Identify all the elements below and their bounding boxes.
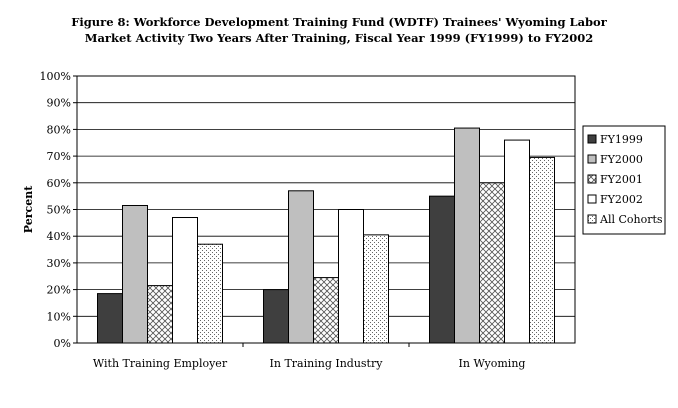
legend-swatch (587, 174, 597, 184)
chart-title-line-2: Market Activity Two Years After Training… (84, 31, 594, 45)
legend-label: FY2000 (600, 153, 643, 166)
legend-swatch (587, 194, 597, 204)
legend-swatch (587, 134, 597, 144)
legend-label: FY2001 (600, 173, 643, 186)
bar-all-cohorts (363, 234, 389, 344)
y-tick-label: 50% (47, 204, 71, 217)
x-category-label: In Training Industry (270, 357, 384, 370)
legend-label: FY1999 (600, 133, 643, 146)
bar-fy2001 (313, 277, 339, 344)
y-axis-label: Percent (22, 185, 35, 233)
y-tick-label: 60% (47, 177, 71, 190)
y-tick-label: 90% (47, 97, 71, 110)
chart-title-line-1: Figure 8: Workforce Development Training… (71, 15, 607, 29)
bar-fy2001 (479, 182, 505, 344)
legend-label: All Cohorts (599, 213, 663, 226)
y-tick-label: 70% (47, 150, 71, 163)
bar-fy2001 (147, 285, 173, 344)
axes: 0% 10% 20% 30% 40% 50% 60% 70% 80% 90% 100% With Tr… (22, 70, 576, 370)
bar-fy1999 (97, 293, 123, 344)
bar-fy2002 (172, 217, 198, 344)
bar-fy2000 (454, 127, 480, 344)
bar-fy2002 (504, 139, 530, 344)
legend-box (582, 125, 666, 235)
plot-frame (76, 75, 576, 344)
bar-all-cohorts (529, 156, 555, 344)
chart-title: Figure 8: Workforce Development Training… (0, 14, 678, 46)
legend-swatch (587, 154, 597, 164)
y-tick-label: 40% (47, 230, 71, 243)
bar-fy2000 (288, 190, 314, 344)
x-category-label: With Training Employer (93, 357, 228, 370)
bar-fy1999 (429, 195, 455, 344)
y-tick-label: 100% (40, 70, 71, 83)
legend-label: FY2002 (600, 193, 643, 206)
legend: FY1999 FY2000 FY2001 FY2002 All Cohorts (582, 125, 666, 235)
legend-swatch (587, 214, 597, 224)
y-tick-label: 30% (47, 257, 71, 270)
y-tick-label: 10% (47, 310, 71, 323)
y-tick-label: 80% (47, 123, 71, 136)
bar-fy2002 (338, 209, 364, 344)
bar-fy2000 (122, 204, 148, 344)
bars (97, 127, 555, 344)
bar-all-cohorts (197, 243, 223, 344)
y-tick-label: 20% (47, 284, 71, 297)
x-category-label: In Wyoming (459, 357, 526, 370)
y-tick-label: 0% (54, 337, 71, 350)
bar-fy1999 (263, 289, 289, 344)
